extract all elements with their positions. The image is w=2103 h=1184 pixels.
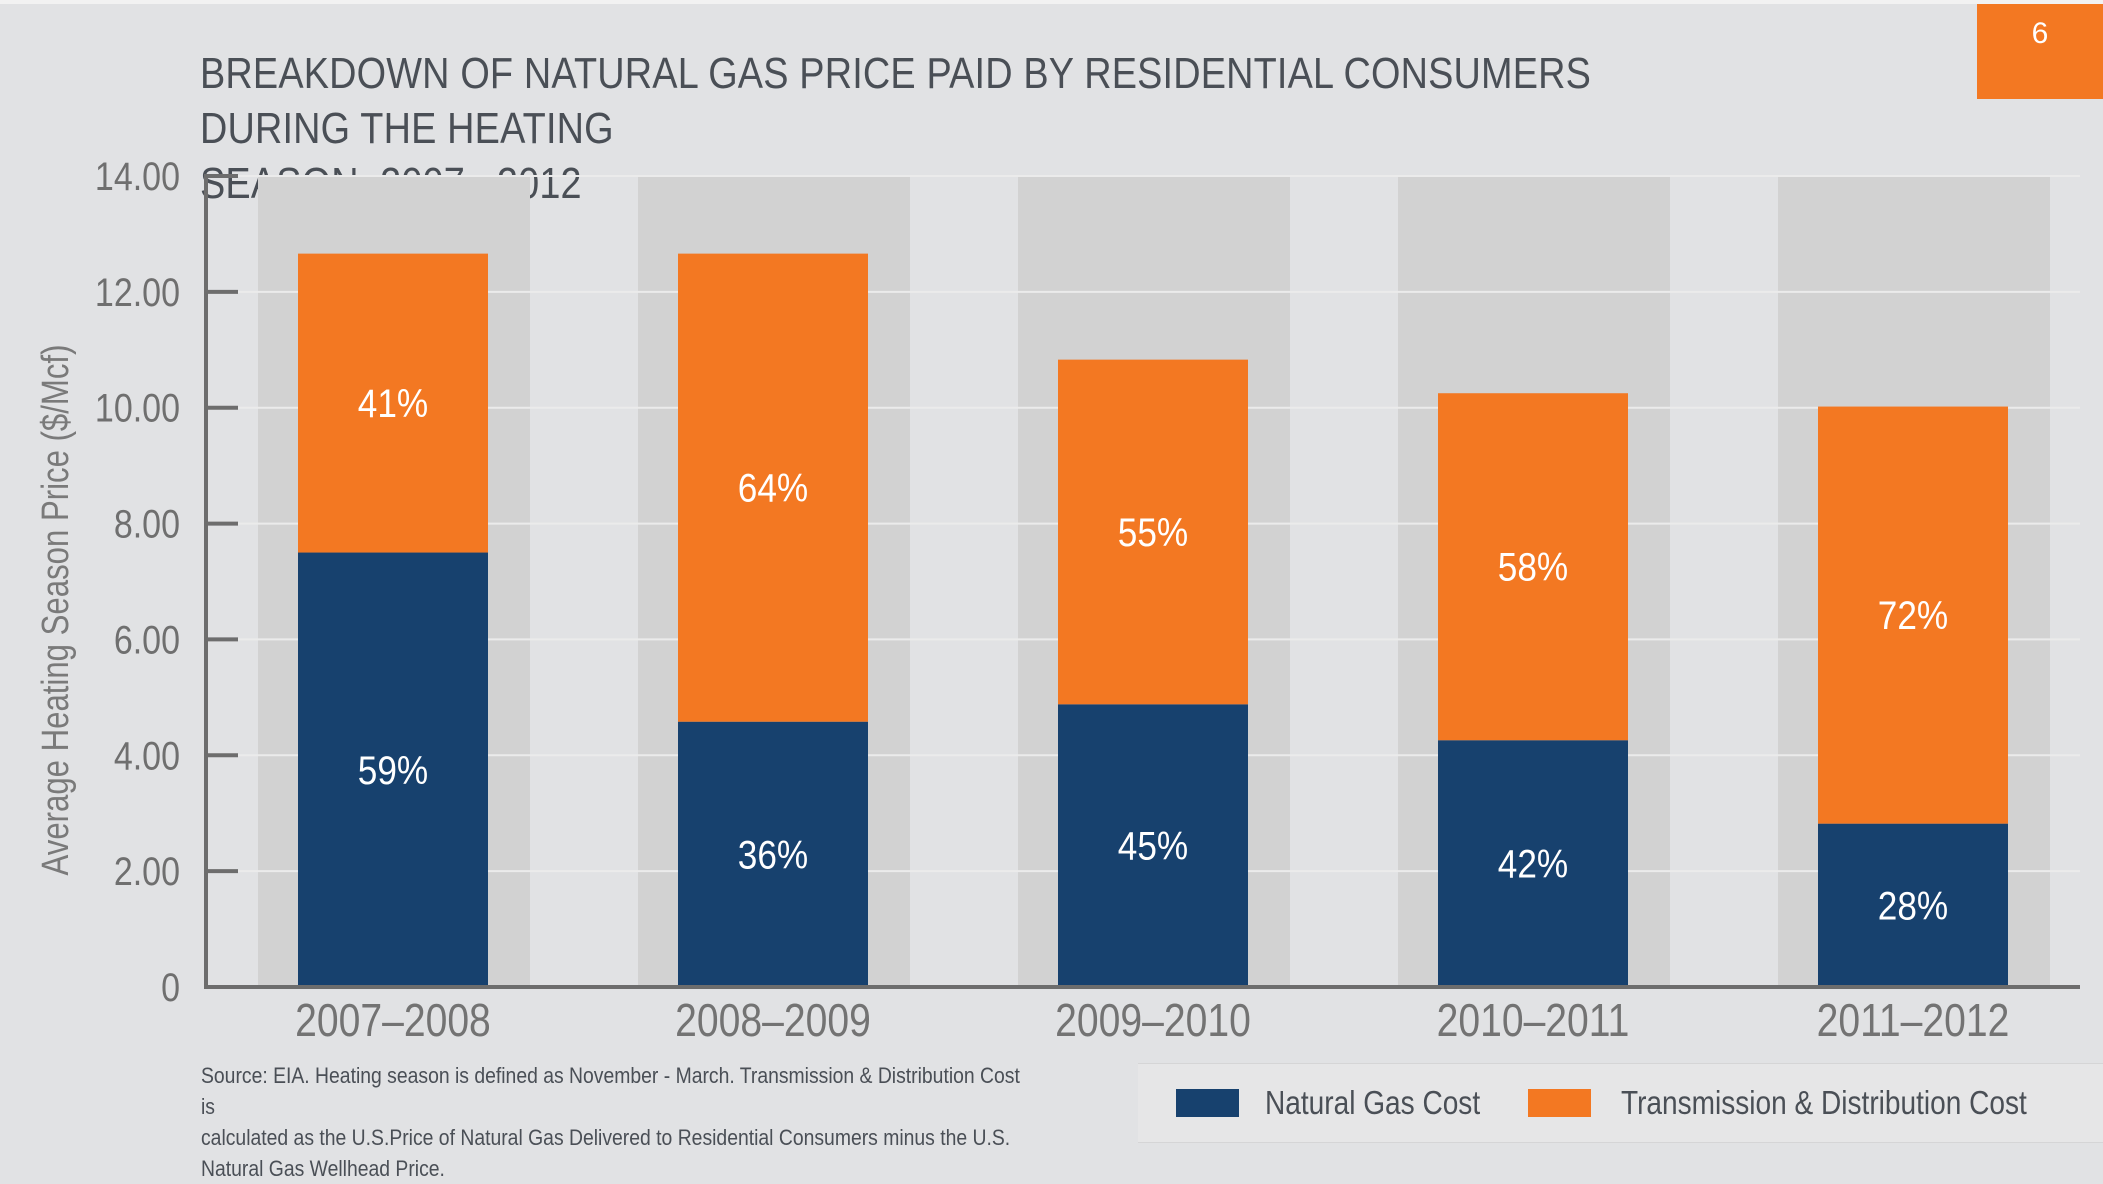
bar-label: 28% (1878, 883, 1948, 928)
x-tick-label: 2010–2011 (1437, 995, 1630, 1047)
page-number: 6 (2031, 17, 2049, 50)
source-note-line-1: Source: EIA. Heating season is defined a… (201, 1063, 1020, 1119)
chart-title-line-1: BREAKDOWN OF NATURAL GAS PRICE PAID BY R… (200, 49, 1592, 153)
bar-transmission-1 (678, 253, 868, 722)
y-tick-label: 14.00 (95, 153, 180, 198)
bar-natural-gas-3 (1438, 740, 1628, 987)
bar-label: 72% (1878, 593, 1948, 638)
y-axis-label: Average Heating Season Price ($/Mcf) (35, 345, 77, 876)
bar-transmission-4 (1818, 406, 2008, 824)
legend-item-transmission-distribution: Transmission & Distribution Cost (1528, 1064, 2098, 1142)
bar-label: 58% (1498, 545, 1568, 590)
y-tick-label: 2.00 (114, 849, 180, 894)
bar-transmission-0 (298, 253, 488, 553)
axes (204, 174, 2080, 989)
bar-label: 64% (738, 466, 808, 511)
bar-transmission-3 (1438, 393, 1628, 741)
bar-labels: 59% 41% 36% 64% 45% 55% 42% 58% 28% 72% (358, 381, 1948, 928)
source-note-line-3: Natural Gas Wellhead Price. (201, 1156, 445, 1181)
x-tick-label: 2011–2012 (1817, 995, 2010, 1047)
y-tick-label: 0 (161, 964, 180, 1009)
y-tick-label: 8.00 (114, 501, 180, 546)
y-tick-labels: 0 2.00 4.00 6.00 8.00 10.00 12.00 14.00 (95, 153, 180, 1009)
chart-legend: Natural Gas Cost Transmission & Distribu… (1138, 1063, 2103, 1143)
top-border (0, 0, 2103, 4)
bar-label: 42% (1498, 842, 1568, 887)
page-number-badge: 6 (1977, 4, 2103, 99)
bar-label: 59% (358, 748, 428, 793)
x-tick-label: 2007–2008 (295, 995, 491, 1047)
bar-label: 36% (738, 832, 808, 877)
bar-transmission-2 (1058, 359, 1248, 705)
bars (298, 253, 2008, 987)
legend-swatch-natural-gas (1176, 1089, 1239, 1117)
source-note-line-2: calculated as the U.S.Price of Natural G… (201, 1125, 1011, 1150)
legend-item-natural-gas-cost: Natural Gas Cost (1176, 1064, 1518, 1142)
bar-natural-gas-0 (298, 552, 488, 987)
bar-label: 55% (1118, 510, 1188, 555)
source-note: Source: EIA. Heating season is defined a… (201, 1060, 1028, 1184)
y-tick-label: 10.00 (95, 385, 180, 430)
chart-title: BREAKDOWN OF NATURAL GAS PRICE PAID BY R… (200, 46, 1679, 211)
bar-natural-gas-4 (1818, 823, 2008, 987)
y-tick-label: 6.00 (114, 617, 180, 662)
x-tick-label: 2009–2010 (1055, 995, 1251, 1047)
legend-swatch-transmission (1528, 1089, 1591, 1117)
x-tick-label: 2008–2009 (675, 995, 871, 1047)
x-tick-labels: 2007–2008 2008–2009 2009–2010 2010–2011 2011… (295, 995, 2009, 1047)
legend-label-transmission: Transmission & Distribution Cost (1621, 1084, 2027, 1121)
bar-natural-gas-1 (678, 721, 868, 987)
bar-label: 41% (358, 381, 428, 426)
bar-label: 45% (1118, 824, 1188, 869)
y-tick-label: 4.00 (114, 733, 180, 778)
bar-natural-gas-2 (1058, 704, 1248, 987)
legend-label-natural-gas: Natural Gas Cost (1265, 1084, 1481, 1121)
stacked-bar-chart: 59% 41% 36% 64% 45% 55% 42% 58% 28% 72% 0 2.00 4.00… (35, 153, 2080, 1047)
y-tick-label: 12.00 (95, 269, 180, 314)
